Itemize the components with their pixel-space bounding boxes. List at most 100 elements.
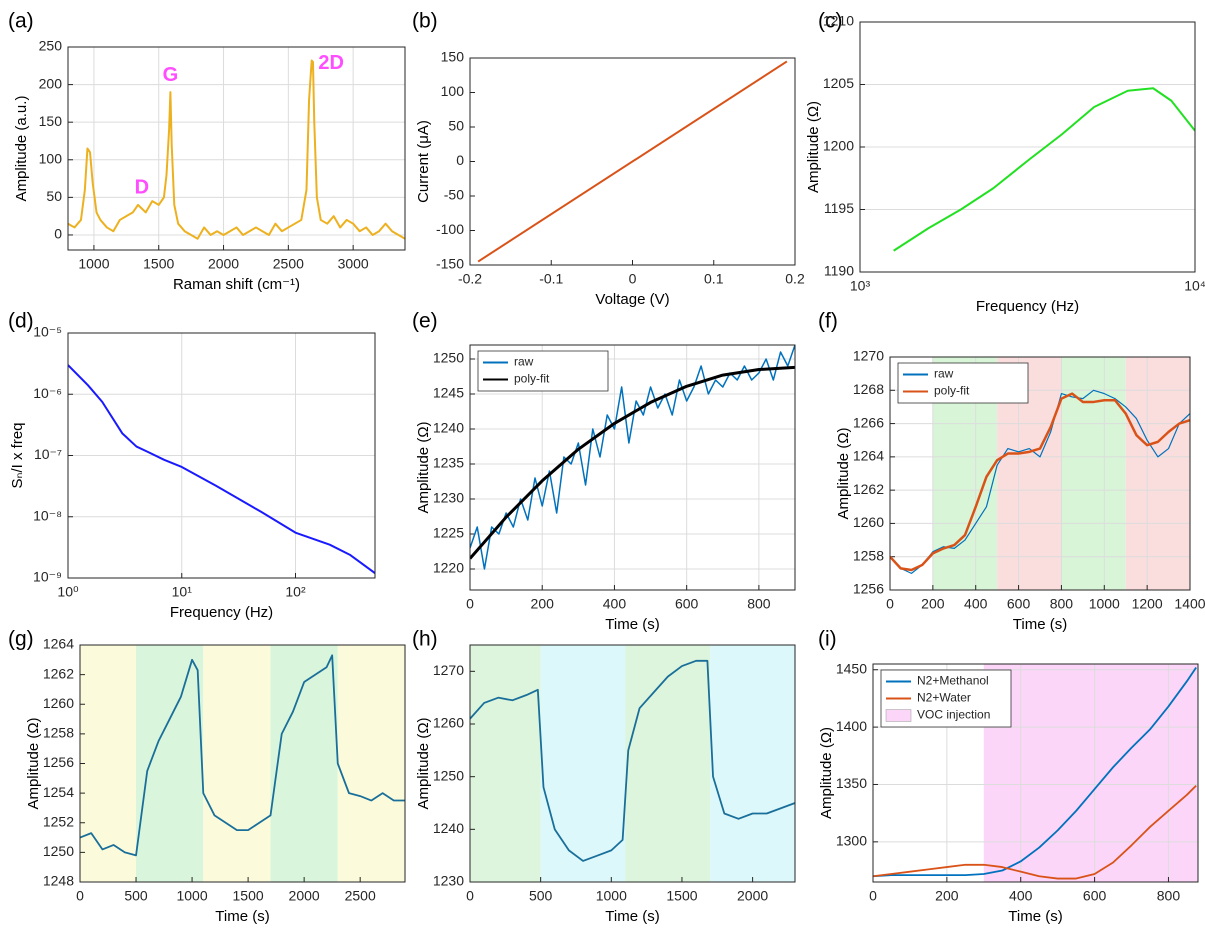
shaded-region — [470, 645, 541, 882]
annotation: G — [163, 64, 179, 86]
y-tick-label: -150 — [436, 256, 464, 272]
y-axis-label: Amplitude (Ω) — [415, 421, 432, 513]
y-tick-label: 1260 — [433, 715, 464, 731]
x-tick-label: -0.2 — [458, 271, 482, 287]
data-line — [68, 59, 405, 240]
x-tick-label: 2000 — [289, 888, 320, 904]
panel: (e) 0 200 400 600 800 1220 1225 1230 1235 1240 1245… — [412, 310, 796, 633]
y-tick-label: 1205 — [823, 75, 854, 91]
x-tick-label: 200 — [935, 888, 959, 904]
x-tick-label: 10² — [285, 584, 306, 600]
y-tick-label: 50 — [46, 188, 62, 204]
x-tick-label: 0 — [76, 888, 84, 904]
x-tick-label: 2500 — [345, 888, 376, 904]
y-tick-label: 250 — [39, 38, 63, 54]
y-tick-label: 1210 — [823, 13, 854, 29]
y-tick-label: 1240 — [433, 420, 464, 436]
panel-label: (g) — [8, 628, 34, 651]
y-tick-label: 1250 — [43, 843, 74, 859]
y-tick-label: 1190 — [824, 263, 854, 279]
shaded-region — [337, 645, 405, 882]
x-tick-label: 0.1 — [704, 271, 724, 287]
y-tick-label: 1250 — [433, 350, 464, 366]
x-tick-label: 10³ — [850, 278, 871, 294]
y-tick-label: 0 — [54, 226, 62, 242]
shaded-region — [983, 664, 1198, 882]
y-axis-label: Amplitude (Ω) — [818, 727, 835, 819]
x-tick-label: 800 — [747, 596, 771, 612]
x-axis-label: Voltage (V) — [595, 291, 669, 308]
data-line — [873, 666, 1197, 878]
x-tick-label: 500 — [124, 888, 148, 904]
data-line — [68, 364, 375, 574]
panel: (h) 0 500 1000 1500 2000 1230 1240 1250 1260 1270 T… — [412, 628, 796, 925]
y-tick-label: 10⁻⁵ — [33, 324, 62, 340]
y-tick-label: 1258 — [43, 725, 74, 741]
shaded-region — [625, 645, 711, 882]
y-tick-label: 1264 — [43, 636, 74, 652]
x-tick-label: 1200 — [1132, 596, 1163, 612]
y-tick-label: 1250 — [433, 767, 464, 783]
y-tick-label: -100 — [436, 221, 464, 237]
x-tick-label: 800 — [1157, 888, 1181, 904]
y-tick-label: 100 — [39, 150, 63, 166]
x-tick-label: 400 — [964, 596, 988, 612]
x-tick-label: 400 — [603, 596, 627, 612]
annotation: D — [135, 177, 149, 199]
x-axis-label: Time (s) — [1008, 908, 1062, 925]
y-tick-label: 10⁻⁹ — [33, 569, 62, 585]
y-axis-label: Amplitude (Ω) — [415, 717, 432, 809]
panel-label: (i) — [818, 628, 837, 651]
panel: (a) 1000 1500 2000 2500 3000 0 50 100 150 200 250 D G… — [8, 10, 406, 293]
plot-frame — [859, 21, 1196, 273]
y-axis-label: Sₙ/I x freq — [9, 423, 26, 489]
y-tick-label: 1195 — [824, 200, 854, 216]
x-tick-label: -0.1 — [539, 271, 563, 287]
y-tick-label: 1268 — [853, 381, 884, 397]
x-tick-label: 500 — [529, 888, 553, 904]
data-line — [477, 60, 788, 263]
x-tick-label: 10⁴ — [1184, 278, 1205, 294]
y-tick-label: 0 — [456, 152, 464, 168]
y-axis-label: Current (μA) — [415, 120, 432, 203]
data-line — [890, 392, 1190, 572]
data-line — [80, 654, 405, 857]
plot-frame — [469, 644, 796, 883]
legend-label: N2+Water — [917, 691, 971, 705]
y-tick-label: 1260 — [853, 514, 884, 530]
y-tick-label: 50 — [448, 118, 464, 134]
y-tick-label: 1256 — [43, 754, 74, 770]
y-axis-label: Amplitude (Ω) — [835, 427, 852, 519]
y-tick-label: 1264 — [853, 448, 884, 464]
plot-background — [68, 47, 405, 250]
legend-swatch — [885, 709, 912, 722]
x-tick-label: 2000 — [208, 256, 239, 272]
y-tick-label: 1262 — [43, 665, 74, 681]
y-axis-label: Amplitude (Ω) — [25, 717, 42, 809]
x-tick-label: 600 — [1083, 888, 1107, 904]
y-tick-label: 1230 — [433, 873, 464, 889]
panel-label: (c) — [818, 10, 843, 33]
x-tick-label: 1000 — [176, 888, 207, 904]
annotation: 2D — [318, 52, 344, 74]
legend-label: poly-fit — [514, 372, 550, 386]
y-tick-label: -50 — [444, 187, 464, 203]
x-tick-label: 1000 — [596, 888, 627, 904]
y-tick-label: 1258 — [853, 547, 884, 563]
panel: (i) 0 200 400 600 800 1300 1350 1400 1450 Time (s)… — [818, 628, 1199, 925]
y-tick-label: 1248 — [43, 873, 74, 889]
x-axis-label: Time (s) — [605, 908, 659, 925]
panel: (g) 0 500 1000 1500 2000 2500 1248 1250 1252 1254 1… — [8, 628, 406, 925]
x-tick-label: 1400 — [1174, 596, 1205, 612]
x-tick-label: 600 — [1007, 596, 1031, 612]
shaded-region — [80, 645, 137, 882]
x-tick-label: 0 — [466, 596, 474, 612]
x-tick-label: 600 — [675, 596, 699, 612]
y-tick-label: 1254 — [43, 784, 74, 800]
legend-label: poly-fit — [934, 384, 970, 398]
y-tick-label: 1270 — [853, 348, 884, 364]
data-line — [890, 389, 1190, 574]
x-tick-label: 0 — [886, 596, 894, 612]
x-tick-label: 1500 — [666, 888, 697, 904]
